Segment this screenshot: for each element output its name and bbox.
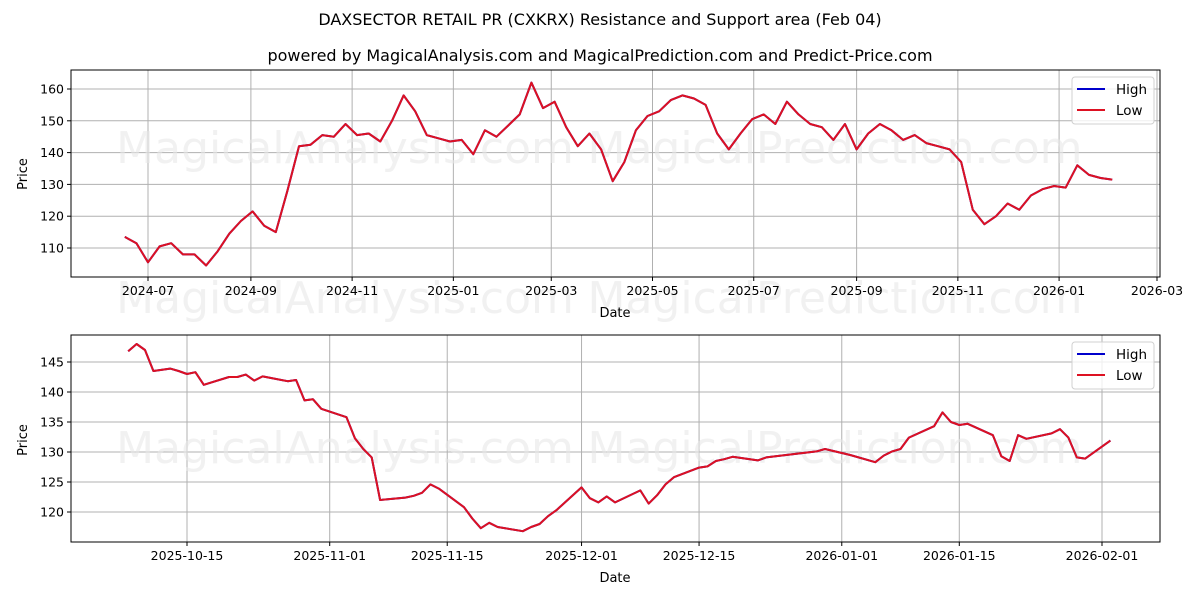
x-tick-label: 2025-12-01: [545, 548, 618, 563]
watermark-analysis-2: MagicalAnalysis.com: [116, 273, 574, 324]
watermark-analysis-3: MagicalAnalysis.com: [116, 423, 574, 474]
top-chart-panel: MagicalAnalysis.com MagicalPrediction.co…: [16, 69, 1183, 324]
top-legend: High Low: [1071, 76, 1155, 125]
x-tick-label: 2026-01-01: [805, 548, 878, 563]
top-ylabel: Price: [16, 158, 31, 190]
x-tick-label: 2025-09: [831, 283, 883, 298]
y-tick-label: 120: [40, 505, 64, 520]
watermark-prediction-3: MagicalPrediction.com: [588, 423, 1083, 474]
x-tick-label: 2024-09: [225, 283, 277, 298]
bottom-ylabel: Price: [16, 424, 31, 456]
legend-low-label: Low: [1116, 368, 1143, 384]
y-tick-label: 120: [40, 209, 64, 224]
y-tick-label: 130: [40, 177, 64, 192]
y-tick-label: 140: [40, 385, 64, 400]
x-tick-label: 2024-07: [122, 283, 174, 298]
top-price-lines: [124, 81, 1113, 267]
watermark-prediction-2: MagicalPrediction.com: [588, 273, 1083, 324]
legend-low-label: Low: [1116, 103, 1143, 119]
chart-subtitle: powered by MagicalAnalysis.com and Magic…: [267, 46, 933, 65]
top-ticks: 2024-07 2024-09 2024-11 2025-01 2025-03 2025-…: [40, 82, 1183, 299]
x-tick-label: 2025-07: [728, 283, 780, 298]
x-tick-label: 2025-01: [427, 283, 479, 298]
x-tick-label: 2025-03: [525, 283, 577, 298]
y-tick-label: 110: [40, 241, 64, 256]
bottom-axes-frame: [70, 334, 1161, 543]
x-tick-label: 2026-01-15: [923, 548, 996, 563]
x-tick-label: 2024-11: [326, 283, 378, 298]
x-tick-label: 2025-11-15: [411, 548, 484, 563]
low-series-line: [124, 81, 1113, 267]
x-tick-label: 2026-01: [1033, 283, 1085, 298]
top-axes-frame: [70, 69, 1161, 278]
legend-high-label: High: [1116, 82, 1147, 98]
y-tick-label: 145: [40, 355, 64, 370]
bottom-grid: [71, 335, 1160, 542]
bottom-legend: High Low: [1071, 341, 1155, 390]
y-tick-label: 160: [40, 82, 64, 97]
watermark-analysis: MagicalAnalysis.com: [116, 123, 574, 174]
x-tick-label: 2025-05: [626, 283, 678, 298]
x-tick-label: 2025-12-15: [663, 548, 736, 563]
top-grid: [71, 70, 1160, 277]
x-tick-label: 2026-03: [1131, 283, 1183, 298]
watermark-prediction: MagicalPrediction.com: [588, 123, 1083, 174]
x-tick-label: 2026-02-01: [1066, 548, 1139, 563]
y-tick-label: 135: [40, 415, 64, 430]
chart-title: DAXSECTOR RETAIL PR (CXKRX) Resistance a…: [318, 10, 882, 29]
x-tick-label: 2025-10-15: [151, 548, 224, 563]
y-tick-label: 130: [40, 445, 64, 460]
y-tick-label: 140: [40, 145, 64, 160]
bottom-price-lines: [127, 343, 1111, 533]
x-tick-label: 2025-11-01: [293, 548, 366, 563]
low-series-line: [127, 343, 1111, 533]
bottom-chart-panel: MagicalAnalysis.com MagicalPrediction.co…: [16, 334, 1161, 586]
top-xlabel: Date: [599, 306, 630, 321]
y-tick-label: 150: [40, 113, 64, 128]
x-tick-label: 2025-11: [932, 283, 984, 298]
legend-high-label: High: [1116, 347, 1147, 363]
bottom-xlabel: Date: [599, 571, 630, 586]
bottom-ticks: 2025-10-15 2025-11-01 2025-11-15 2025-12-01…: [40, 355, 1138, 564]
y-tick-label: 125: [40, 475, 64, 490]
